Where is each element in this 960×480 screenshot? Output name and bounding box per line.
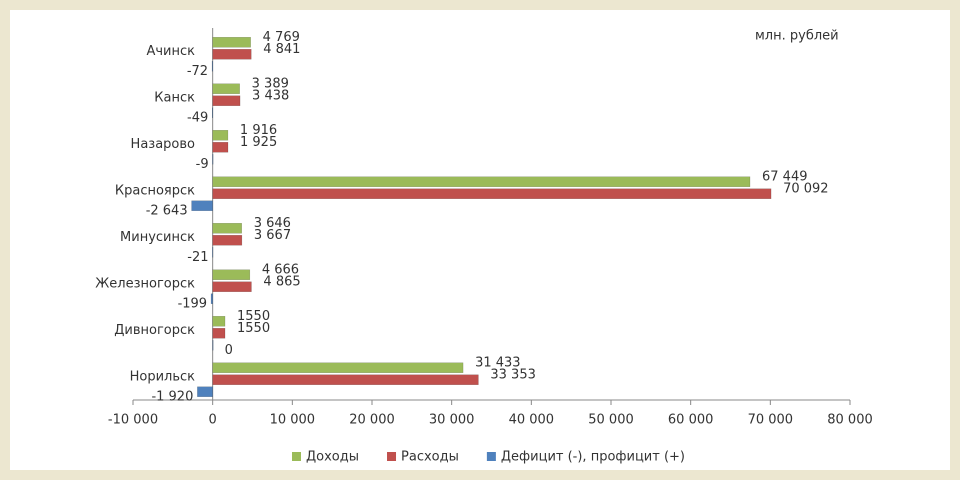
bar: [197, 386, 213, 397]
bar: [212, 188, 772, 199]
category-label: Канск: [154, 90, 195, 105]
category-label: Назарово: [131, 137, 195, 152]
bar: [212, 83, 240, 94]
legend-label: Доходы: [306, 450, 359, 465]
value-label: -9: [196, 157, 209, 172]
value-label: 4 865: [263, 274, 300, 289]
value-label: -2 643: [146, 203, 188, 218]
bar: [212, 235, 243, 246]
x-tick-label: 80 000: [827, 413, 873, 428]
value-label: 3 438: [252, 88, 289, 103]
category-label: Ачинск: [146, 44, 195, 59]
x-tick-label: 0: [209, 413, 217, 428]
x-tick-label: 40 000: [509, 413, 555, 428]
x-tick-label: -10 000: [108, 413, 158, 428]
x-tick-label: 30 000: [429, 413, 475, 428]
value-label: -1 920: [151, 389, 193, 404]
value-label: 70 092: [783, 181, 829, 196]
bar: [210, 293, 213, 304]
bar: [212, 176, 751, 187]
bar: [212, 95, 241, 106]
bar: [212, 247, 214, 258]
value-label: -49: [187, 110, 208, 125]
bar: [212, 154, 214, 165]
value-label: 1550: [237, 309, 270, 324]
category-label: Железногорск: [95, 276, 195, 291]
bar: [212, 142, 229, 153]
value-label: 4 666: [262, 262, 299, 277]
bar: [191, 200, 213, 211]
legend-label: Дефицит (-), профицит (+): [501, 450, 685, 465]
value-label: 3 389: [252, 76, 289, 91]
bar: [212, 37, 251, 48]
category-label: Норильск: [130, 369, 196, 384]
value-label: -21: [187, 250, 208, 265]
value-label: 3 646: [254, 216, 291, 231]
value-label: 31 433: [475, 355, 521, 370]
bar: [212, 316, 226, 327]
bar: [211, 61, 213, 72]
value-label: 4 841: [263, 42, 300, 57]
category-label: Минусинск: [120, 230, 195, 245]
legend-swatch: [486, 452, 496, 461]
value-label: 4 769: [263, 30, 300, 45]
bar: [212, 130, 229, 141]
bar: [212, 362, 464, 373]
value-label: 0: [225, 343, 233, 358]
x-tick-label: 20 000: [349, 413, 395, 428]
bar: [212, 328, 226, 339]
legend-swatch: [292, 452, 301, 461]
value-label: -72: [187, 64, 208, 79]
bar: [212, 340, 214, 351]
value-label: 3 667: [254, 228, 291, 243]
category-label: Дивногорск: [114, 323, 195, 338]
value-label: 1 925: [240, 135, 277, 150]
legend-swatch: [387, 452, 397, 461]
bar: [212, 374, 479, 385]
value-label: 1550: [237, 321, 270, 336]
bar: [212, 281, 252, 292]
value-label: 33 353: [490, 367, 536, 382]
legend-label: Расходы: [401, 450, 459, 465]
unit-annotation: млн. рублей: [755, 29, 839, 44]
x-tick-label: 50 000: [588, 413, 634, 428]
bar: [212, 107, 214, 118]
bar: [212, 223, 242, 234]
x-tick-label: 60 000: [668, 413, 714, 428]
chart-area: [10, 10, 950, 470]
value-label: 1 916: [240, 123, 277, 138]
bar: [212, 49, 252, 60]
value-label: -199: [178, 296, 208, 311]
x-tick-label: 10 000: [270, 413, 316, 428]
bar: [212, 269, 251, 280]
category-label: Красноярск: [115, 183, 195, 198]
value-label: 67 449: [762, 169, 808, 184]
x-tick-label: 70 000: [748, 413, 794, 428]
